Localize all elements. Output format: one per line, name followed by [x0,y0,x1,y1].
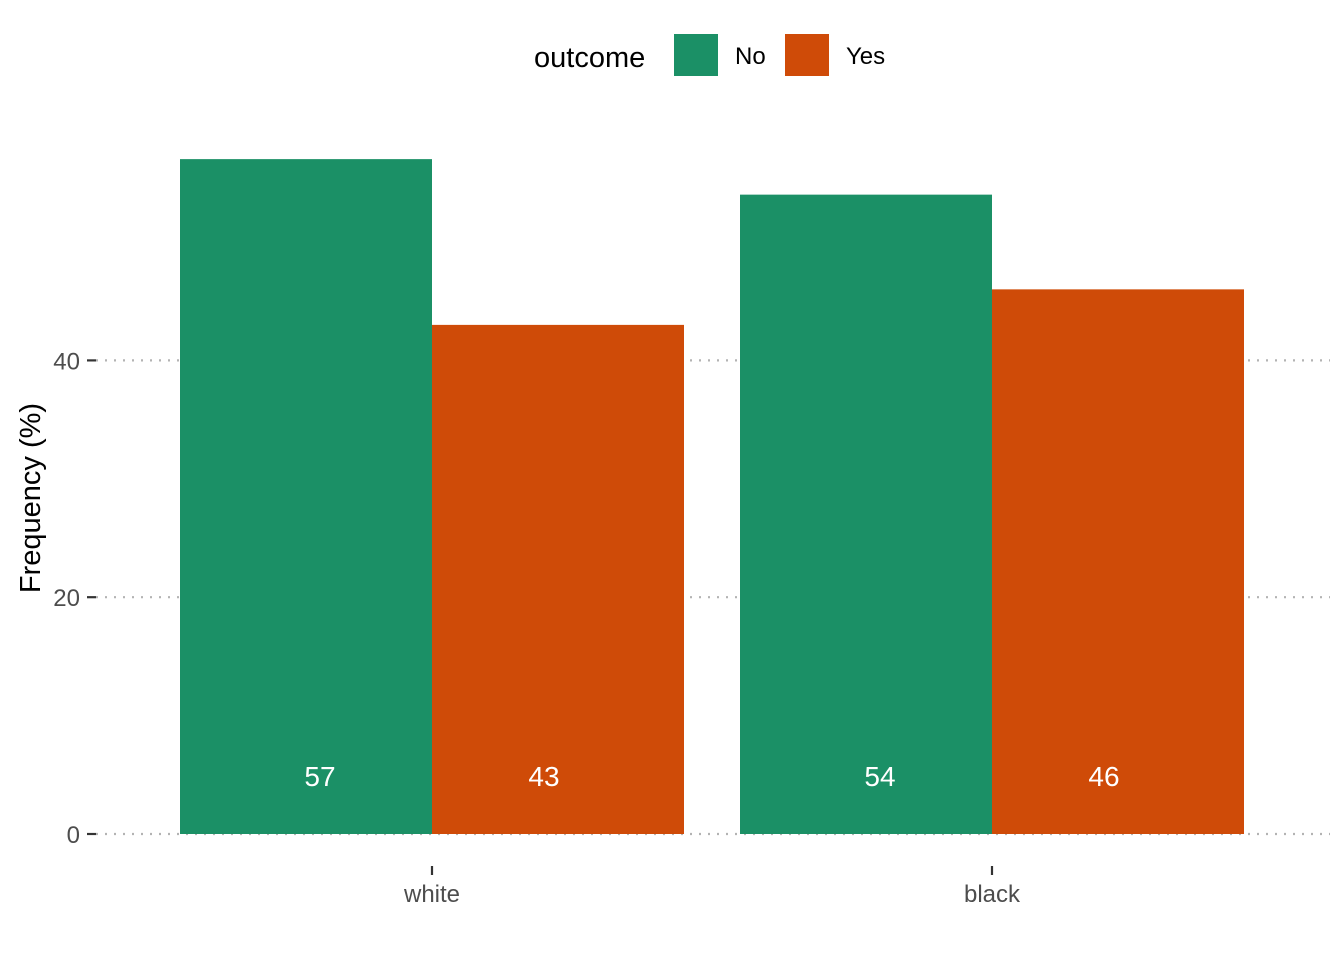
x-axis: white black [403,866,1021,908]
bar-label-white-no: 57 [304,761,335,792]
x-tick-label-white: white [403,881,460,908]
bar-label-black-yes: 46 [1088,761,1119,792]
bar-white-no [180,159,432,834]
y-tick-label-0: 0 [67,822,80,849]
bar-black-no [740,194,992,834]
legend-swatch-yes [785,34,829,76]
legend-label-yes: Yes [846,43,885,70]
bar-label-white-yes: 43 [528,761,559,792]
y-axis-title: Frequency (%) [15,403,47,593]
bar-black-yes [992,289,1244,834]
legend-label-no: No [735,43,766,70]
legend-swatch-no [674,34,718,76]
y-tick-label-40: 40 [53,348,80,375]
bar-value-labels: 57 43 54 46 [304,761,1119,792]
bar-label-black-no: 54 [864,761,895,792]
y-axis: 0 20 40 [53,348,96,849]
legend-title: outcome [534,42,645,74]
bar-white-yes [432,324,684,834]
bars [180,159,1244,834]
y-tick-label-20: 20 [53,585,80,612]
x-tick-label-black: black [964,881,1021,908]
legend: outcome No Yes [534,34,885,76]
